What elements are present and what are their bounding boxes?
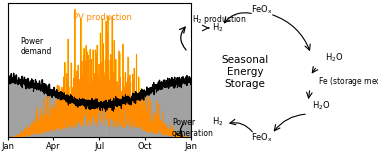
Text: $\mathrm{Fe}$ (storage medium): $\mathrm{Fe}$ (storage medium) <box>318 76 378 88</box>
Text: Seasonal
Energy
Storage: Seasonal Energy Storage <box>222 55 269 89</box>
Text: $\mathrm{H_2O}$: $\mathrm{H_2O}$ <box>312 100 330 112</box>
Text: Power
demand: Power demand <box>20 37 52 56</box>
Text: $\mathrm{H_2}$: $\mathrm{H_2}$ <box>212 116 224 128</box>
Text: PV production: PV production <box>73 12 132 21</box>
Text: $\mathrm{FeO_x}$: $\mathrm{FeO_x}$ <box>251 4 273 16</box>
Text: $\mathrm{H_2}$ production: $\mathrm{H_2}$ production <box>192 13 246 27</box>
Text: $\mathrm{FeO_x}$: $\mathrm{FeO_x}$ <box>251 132 273 144</box>
Text: Power
generation: Power generation <box>172 118 214 138</box>
Text: $\mathrm{H_2}$: $\mathrm{H_2}$ <box>212 22 224 34</box>
Text: $\mathrm{H_2O}$: $\mathrm{H_2O}$ <box>325 52 344 64</box>
